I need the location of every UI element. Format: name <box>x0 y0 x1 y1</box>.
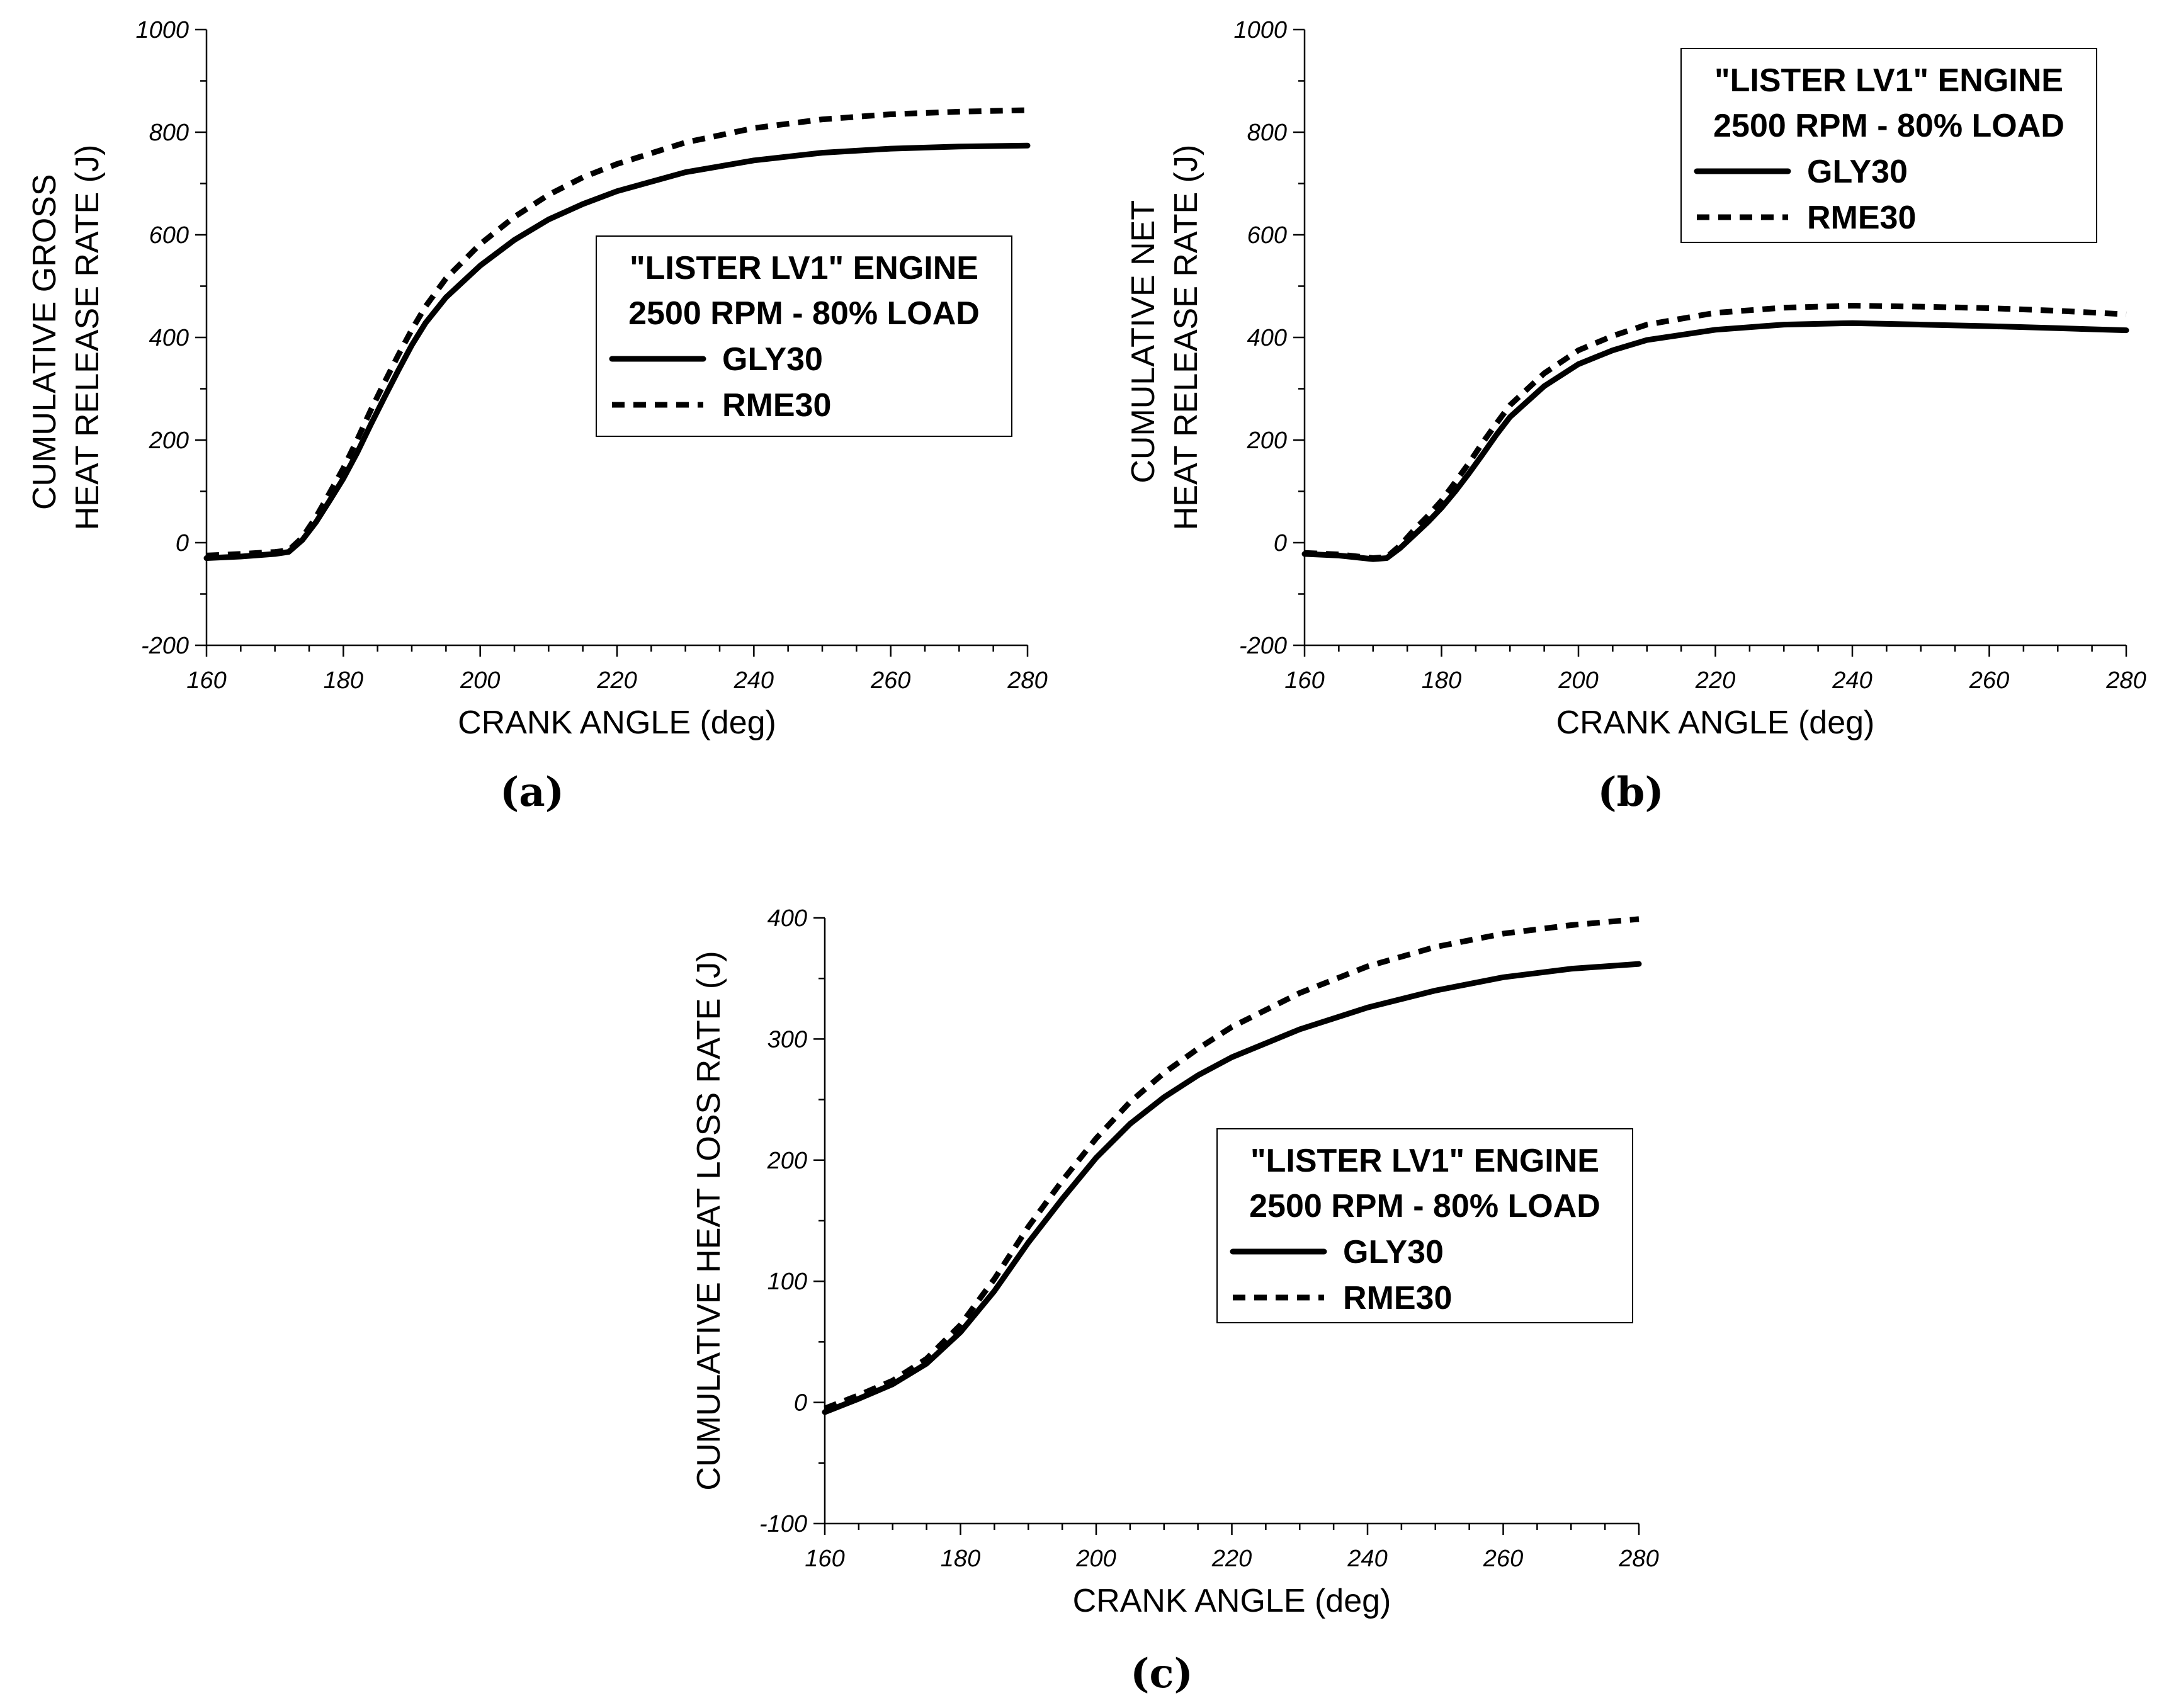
y-tick-label-c: 200 <box>767 1148 807 1174</box>
x-axis-label-c: CRANK ANGLE (deg) <box>1073 1583 1391 1619</box>
series-gly30-line-a <box>203 142 1031 561</box>
y-tick-label-a: -200 <box>141 633 189 659</box>
legend-title-a-line2: 2500 RPM - 80% LOAD <box>628 295 980 332</box>
series-rme30-line-c <box>824 916 1640 1411</box>
x-tick-label-b: 220 <box>1695 667 1735 694</box>
series-rme30-line-b <box>1304 303 2127 561</box>
legend-label-gly30-a: GLY30 <box>722 341 823 378</box>
x-tick-label-b: 160 <box>1284 667 1324 694</box>
x-tick-label-b: 280 <box>2105 667 2146 694</box>
y-axis-label-a: CUMULATIVE GROSS HEAT RELEASE RATE (J) <box>26 145 106 531</box>
x-tick-label-a: 240 <box>734 667 774 694</box>
x-tick-label-a: 220 <box>596 667 637 694</box>
legend-box-c <box>1216 1128 1633 1323</box>
y-axis-label-a-line2: HEAT RELEASE RATE (J) <box>69 145 106 531</box>
x-tick-label-a: 260 <box>870 667 910 694</box>
series-layer-c <box>822 916 1642 1415</box>
y-tick-label-b: -200 <box>1239 633 1287 659</box>
y-tick-label-b: 0 <box>1274 530 1287 557</box>
legend-label-gly30-b: GLY30 <box>1807 154 1908 190</box>
legend-label-rme30-a: RME30 <box>722 387 831 424</box>
legend-b: "LISTER LV1" ENGINE 2500 RPM - 80% LOAD … <box>1680 48 2097 243</box>
axes-b: -200 0 200 400 600 800 1000 160 180 200 220 240 260 2… <box>1233 17 2146 694</box>
y-tick-label-a: 0 <box>176 530 189 557</box>
legend-title-c-line2: 2500 RPM - 80% LOAD <box>1249 1188 1600 1224</box>
legend-box-b <box>1680 48 2097 243</box>
y-tick-label-c: 100 <box>768 1269 807 1295</box>
y-tick-label-c: 300 <box>768 1026 807 1053</box>
x-tick-label-c: 280 <box>1618 1546 1658 1572</box>
panel-label-b: (b) <box>1597 769 1663 816</box>
y-axis-label-b: CUMULATIVE NET HEAT RELEASE RATE (J) <box>1125 145 1204 531</box>
legend-label-rme30-b: RME30 <box>1807 200 1916 236</box>
y-axis-label-b-line1: CUMULATIVE NET <box>1125 201 1162 484</box>
legend-c: "LISTER LV1" ENGINE 2500 RPM - 80% LOAD … <box>1216 1128 1633 1323</box>
y-tick-label-a: 1000 <box>135 17 189 43</box>
y-axis-label-c-line1: CUMULATIVE HEAT LOSS RATE (J) <box>691 951 727 1490</box>
series-layer-b <box>1301 303 2129 562</box>
series-layer-a <box>203 107 1031 561</box>
series-gly30-line-c <box>822 961 1642 1415</box>
panel-label-c: (c) <box>1130 1650 1193 1697</box>
chart-panel-c: -100 0 100 200 300 400 160 180 200 220 240 260 280 C… <box>691 905 1659 1697</box>
legend-title-b-line2: 2500 RPM - 80% LOAD <box>1713 108 2065 144</box>
x-axis-label-b: CRANK ANGLE (deg) <box>1556 704 1875 741</box>
y-tick-label-c: -100 <box>759 1511 807 1537</box>
y-tick-label-c: 0 <box>794 1390 807 1417</box>
y-tick-label-a: 600 <box>149 222 189 249</box>
y-tick-label-b: 600 <box>1247 222 1287 249</box>
x-tick-label-c: 160 <box>805 1546 844 1572</box>
x-tick-label-c: 220 <box>1211 1546 1252 1572</box>
legend-title-a-line1: "LISTER LV1" ENGINE <box>630 250 978 286</box>
chart-panel-b: -200 0 200 400 600 800 1000 160 180 200 220 240 260 2… <box>1125 17 2146 816</box>
x-tick-label-c: 240 <box>1347 1546 1387 1572</box>
x-tick-label-c: 260 <box>1483 1546 1523 1572</box>
y-axis-label-c: CUMULATIVE HEAT LOSS RATE (J) <box>691 951 727 1490</box>
series-rme30-line-a <box>206 107 1028 558</box>
x-axis-label-a: CRANK ANGLE (deg) <box>458 704 776 741</box>
x-tick-label-b: 260 <box>1969 667 2009 694</box>
x-tick-label-a: 160 <box>186 667 226 694</box>
legend-title-b-line1: "LISTER LV1" ENGINE <box>1714 62 2063 99</box>
x-tick-label-b: 180 <box>1422 667 1461 694</box>
series-gly30-line-b <box>1301 320 2129 562</box>
x-tick-label-c: 200 <box>1075 1546 1116 1572</box>
y-tick-label-c: 400 <box>768 905 807 932</box>
y-axis-label-b-line2: HEAT RELEASE RATE (J) <box>1168 145 1204 531</box>
x-tick-label-a: 280 <box>1007 667 1047 694</box>
chart-panel-a: -200 0 200 400 600 800 1000 160 180 200 220 240 260 2… <box>26 17 1048 816</box>
axes-c: -100 0 100 200 300 400 160 180 200 220 240 260 280 <box>759 905 1659 1572</box>
axes-a: -200 0 200 400 600 800 1000 160 180 200 220 240 260 2… <box>135 17 1047 694</box>
y-tick-label-b: 800 <box>1247 120 1287 146</box>
legend-label-rme30-c: RME30 <box>1343 1280 1452 1316</box>
legend-label-gly30-c: GLY30 <box>1343 1234 1444 1270</box>
panel-label-a: (a) <box>500 769 564 816</box>
y-tick-label-b: 200 <box>1247 427 1287 454</box>
x-tick-label-b: 200 <box>1558 667 1598 694</box>
y-axis-label-a-line1: CUMULATIVE GROSS <box>26 174 63 510</box>
y-tick-label-a: 400 <box>149 325 189 351</box>
legend-a: "LISTER LV1" ENGINE 2500 RPM - 80% LOAD … <box>596 235 1012 437</box>
y-tick-label-b: 400 <box>1247 325 1287 351</box>
y-tick-label-a: 200 <box>149 427 189 454</box>
x-tick-label-a: 180 <box>324 667 363 694</box>
x-tick-label-a: 200 <box>460 667 500 694</box>
legend-title-c-line1: "LISTER LV1" ENGINE <box>1250 1143 1599 1179</box>
x-tick-label-c: 180 <box>941 1546 980 1572</box>
y-tick-label-b: 1000 <box>1233 17 1287 43</box>
y-tick-label-a: 800 <box>149 120 189 146</box>
x-tick-label-b: 240 <box>1832 667 1872 694</box>
